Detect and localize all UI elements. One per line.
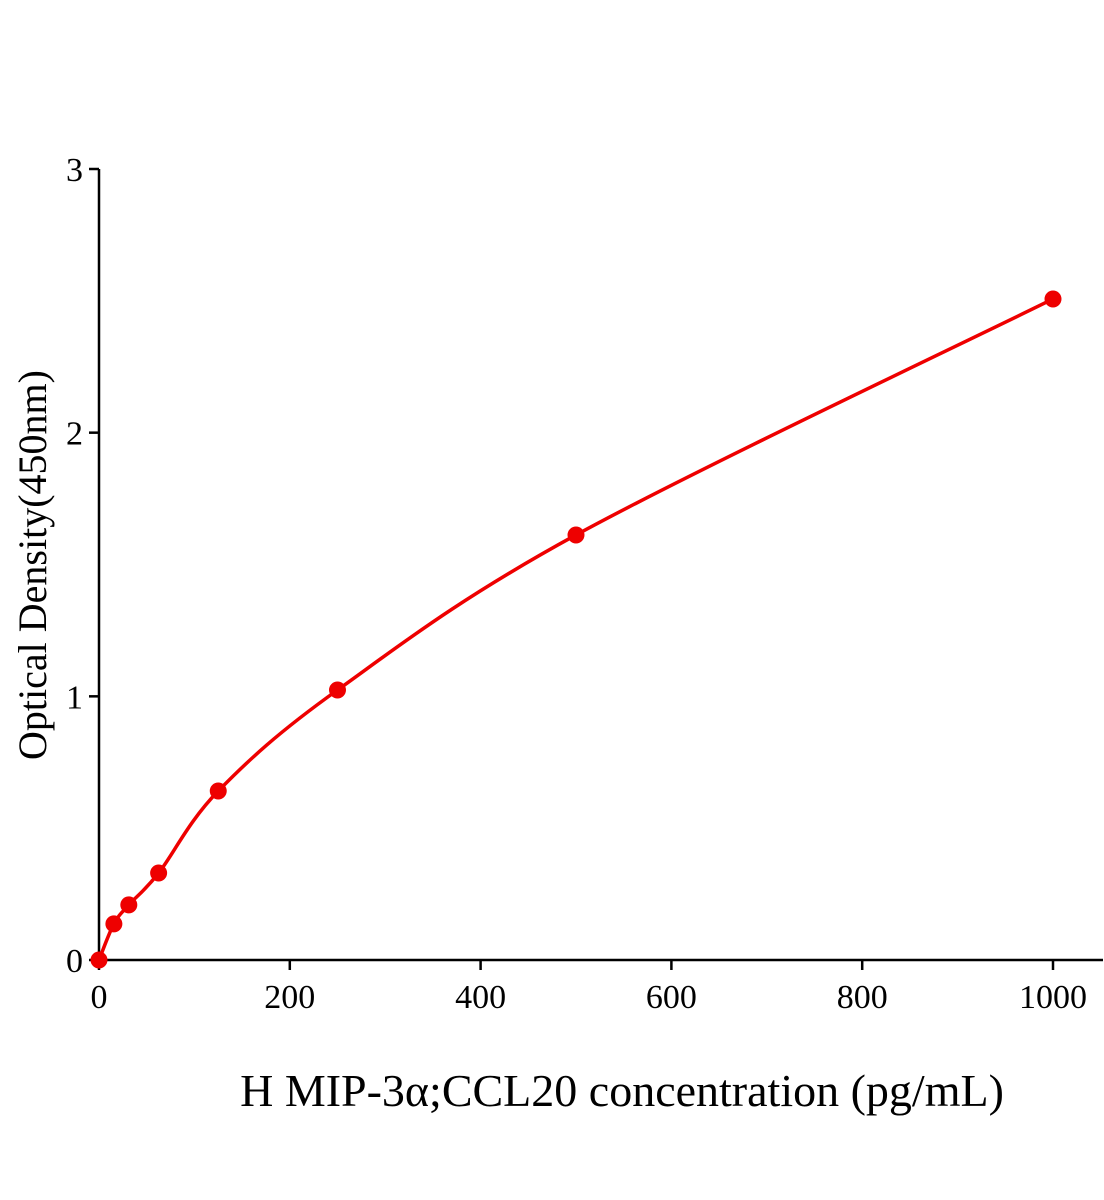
- y-tick-label: 0: [66, 943, 83, 980]
- data-point: [329, 681, 346, 699]
- fit-curve: [97, 297, 1054, 961]
- data-point: [150, 864, 168, 882]
- data-point: [105, 915, 123, 933]
- data-point: [567, 526, 585, 544]
- x-axis-label: H MIP-3α;CCL20 concentration (pg/mL): [240, 1065, 1004, 1116]
- x-tick-label: 400: [455, 979, 506, 1016]
- y-tick-label: 2: [66, 416, 83, 453]
- x-tick-label: 600: [646, 979, 697, 1016]
- x-tick-label: 800: [837, 979, 888, 1016]
- data-point: [1044, 290, 1062, 308]
- data-point: [90, 951, 108, 969]
- y-axis-label: Optical Density(450nm): [10, 370, 55, 760]
- y-tick-label: 1: [66, 679, 83, 716]
- data-point: [120, 896, 138, 914]
- y-tick-label: 3: [66, 152, 83, 189]
- x-tick-label: 200: [264, 979, 315, 1016]
- data-point: [209, 782, 227, 800]
- x-tick-label: 0: [91, 979, 108, 1016]
- x-tick-label: 1000: [1019, 979, 1087, 1016]
